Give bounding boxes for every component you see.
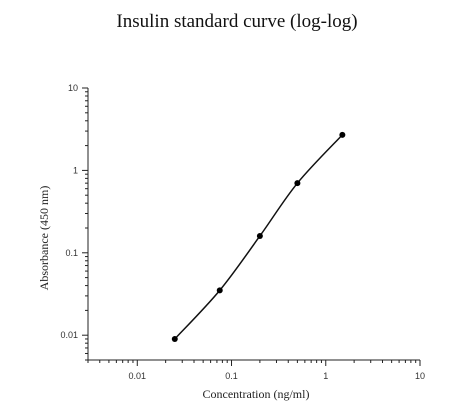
chart-title: Insulin standard curve (log-log) xyxy=(116,11,357,32)
data-point xyxy=(216,287,223,294)
y-tick-label: 0.01 xyxy=(60,330,78,340)
y-axis-title: Absorbance (450 nm) xyxy=(37,186,51,291)
y-tick-label: 0.1 xyxy=(65,248,78,258)
data-points xyxy=(171,131,346,342)
x-tick-label: 0.1 xyxy=(225,371,238,381)
y-axis-ticks xyxy=(82,87,88,361)
y-tick-label: 1 xyxy=(73,165,78,175)
x-axis-ticks xyxy=(87,360,421,366)
x-tick-label: 0.01 xyxy=(129,371,147,381)
data-point xyxy=(294,180,301,187)
data-point xyxy=(339,131,346,138)
y-axis-tick-labels: 0.01 0.1 1 10 xyxy=(60,83,78,340)
x-axis-tick-labels: 0.01 0.1 1 10 xyxy=(129,371,425,381)
x-axis-title: Concentration (ng/ml) xyxy=(203,387,310,401)
axes xyxy=(87,88,420,361)
data-point xyxy=(171,335,178,342)
y-tick-label: 10 xyxy=(68,83,78,93)
x-tick-label: 1 xyxy=(323,371,328,381)
x-tick-label: 10 xyxy=(415,371,425,381)
data-point xyxy=(256,232,263,239)
